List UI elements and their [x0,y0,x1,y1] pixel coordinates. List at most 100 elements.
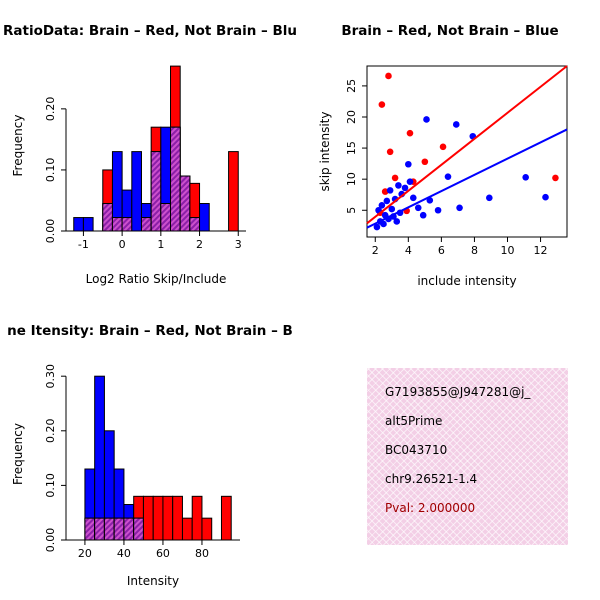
fit-line-blue [366,128,568,229]
hist-bar [199,203,210,232]
y-tick-label: 0.20 [44,419,57,444]
scatter-point-red [421,158,429,166]
scatter-point-blue [456,204,463,212]
x-axis-label: Intensity [127,574,179,588]
hist-bar-overlap [94,517,105,541]
y-axis-label: skip intensity [318,112,332,192]
y-tick-label: 20 [345,110,358,124]
hist-bar-overlap [150,151,162,232]
info-line-accession: BC043710 [385,443,448,457]
y-axis-label: Frequency [11,115,25,177]
scatter-point-blue [380,220,387,228]
hist-bar-overlap [102,203,113,232]
hist-bar [162,495,174,541]
y-tick-label: 0.00 [44,528,57,553]
hist-bar [131,151,142,232]
scatter-point-blue [522,174,529,181]
intensity-histogram-plot: 20 40 60 80 0.00 0.10 0.20 0.30 Intensity Frequen… [11,364,240,588]
y-tick-label: 15 [345,141,358,155]
scatter-point-blue [405,160,412,168]
y-tick-label: 0.00 [44,219,57,244]
y-axis-label: Frequency [11,423,25,485]
scatter-point-blue [414,204,422,212]
info-line-probe-id: G7193855@J947281@j_ [385,385,531,399]
intensity-scatter-plot: 2 4 6 8 10 12 5 10 15 20 25 include intensity skip i… [318,65,568,288]
scatter-point-red [378,101,386,108]
x-tick-label: 6 [438,244,445,257]
hist-bar [228,151,239,232]
panel-intensity-scatter: Brain – Red, Not Brain – Blue 2 4 6 8 10 12 5 1… [300,0,600,300]
hist-bar [172,495,183,541]
scatter-point-blue [486,194,493,202]
hist-bar [82,217,94,232]
x-tick-label: 40 [117,547,131,560]
scatter-point-blue [383,197,391,205]
scatter-point-blue [434,206,442,214]
plot-box [366,65,568,238]
hist-bar-overlap [189,217,201,232]
scatter-point-red [439,143,447,151]
panel-ratio-histogram: RatioData: Brain – Red, Not Brain – Blu … [0,0,300,300]
fit-line-red [366,65,568,225]
hist-bar-overlap [140,217,152,232]
y-tick-label: 10 [345,172,358,186]
x-tick-label: 60 [156,547,170,560]
ratio-histogram-plot: -1 0 1 2 3 0.00 0.10 0.20 Log2 Ratio Skip/Includ… [11,65,246,286]
info-line-locus: chr9.26521-1.4 [385,472,478,486]
y-tick-label: 0.20 [44,97,57,122]
scatter-point-red [385,72,392,80]
scatter-point-blue [406,178,414,185]
hist-bar-overlap [160,203,172,232]
x-tick-label: 2 [372,244,379,257]
scatter-point-blue [373,223,381,231]
y-tick-label: 0.30 [44,364,57,389]
scatter-point-red [406,129,414,137]
scatter-point-blue [419,211,427,219]
y-tick-label: 0.10 [44,158,57,183]
info-line-event-type: alt5Prime [385,414,443,428]
hist-bar-overlap [121,217,133,232]
info-line-pval: Pval: 2.000000 [385,501,476,515]
x-tick-label: 12 [534,244,548,257]
x-axis-label: Log2 Ratio Skip/Include [86,272,227,286]
hist-bar-overlap [84,517,96,541]
ratio-histogram-title: RatioData: Brain – Red, Not Brain – Blu [2,23,298,39]
x-tick-label: 1 [157,238,164,251]
hist-bar [191,495,203,541]
scatter-point-red [391,174,399,182]
hist-bar-overlap [111,217,123,232]
x-axis-label: include intensity [417,274,516,288]
scatter-point-red [386,148,394,156]
scatter-point-blue [423,116,430,123]
hist-bar [220,495,232,541]
y-tick-label: 5 [345,207,358,214]
x-tick-label: 4 [405,244,412,257]
hist-bar-overlap [133,517,144,541]
hist-bar-overlap [170,126,181,232]
hist-bar [94,375,105,541]
scatter-point-blue [386,187,394,194]
scatter-point-blue [409,194,417,202]
intensity-histogram-title: ne Itensity: Brain – Red, Not Brain – B [7,323,293,339]
hist-bar [201,517,213,541]
hist-bar-overlap [113,517,125,541]
scatter-point-blue [395,182,402,189]
hist-bar-overlap [179,175,191,232]
scatter-point-red [381,188,389,195]
y-tick-label: 0.10 [44,473,57,498]
scatter-point-blue [542,193,549,201]
scatter-point-blue [452,121,460,128]
hist-bar [73,217,84,232]
x-tick-label: 8 [471,244,478,257]
x-tick-label: 10 [500,244,514,257]
x-tick-label: 80 [195,547,209,560]
info-box: G7193855@J947281@j_ alt5Prime BC043710 c… [367,368,568,545]
x-tick-label: 20 [78,547,92,560]
hist-bar [181,517,193,541]
hist-bar [142,495,154,541]
scatter-point-blue [393,218,401,225]
panel-intensity-histogram: ne Itensity: Brain – Red, Not Brain – B … [0,300,300,600]
x-tick-label: 0 [119,238,126,251]
scatter-point-blue [401,184,409,192]
